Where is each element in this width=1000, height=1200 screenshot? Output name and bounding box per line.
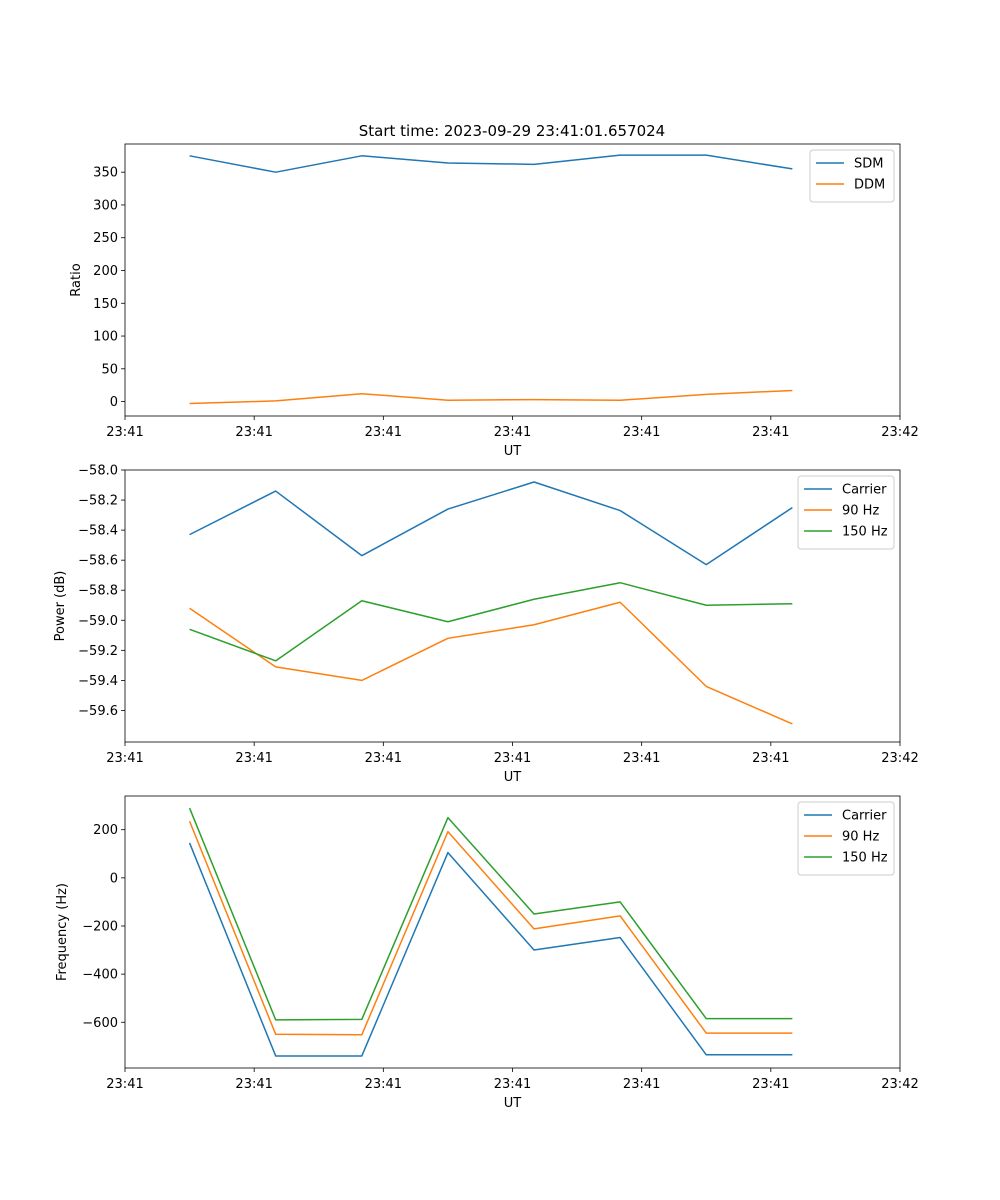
x-axis-label: UT xyxy=(504,1096,522,1111)
legend-label: DDM xyxy=(854,178,885,193)
series-line-150-hz xyxy=(189,581,793,662)
x-tick-label: 23:41 xyxy=(106,751,143,766)
y-tick-label: 50 xyxy=(101,362,118,377)
y-tick-label: 350 xyxy=(93,166,118,181)
x-tick-label: 23:41 xyxy=(623,1077,660,1092)
y-tick-label: −58.4 xyxy=(78,524,118,539)
legend-label: 150 Hz xyxy=(842,525,888,540)
legend-label: SDM xyxy=(854,157,883,172)
series-line-90-hz xyxy=(188,820,793,1036)
x-tick-label: 23:41 xyxy=(494,425,531,440)
y-tick-label: −600 xyxy=(82,1016,118,1031)
x-tick-label: 23:42 xyxy=(881,751,918,766)
y-tick-label: −59.0 xyxy=(78,614,118,629)
y-tick-label: −58.0 xyxy=(78,464,118,479)
y-axis-label: Ratio xyxy=(69,263,84,296)
y-tick-label: −58.8 xyxy=(78,584,118,599)
x-tick-label: 23:41 xyxy=(365,751,402,766)
y-tick-label: 250 xyxy=(93,231,118,246)
y-tick-label: 300 xyxy=(93,198,118,213)
y-axis-label: Frequency (Hz) xyxy=(55,883,70,981)
legend-label: 150 Hz xyxy=(842,851,888,866)
x-tick-label: 23:41 xyxy=(235,751,272,766)
y-tick-label: 0 xyxy=(110,871,118,886)
figure-title: Start time: 2023-09-29 23:41:01.657024 xyxy=(359,122,665,140)
series-line-150-hz xyxy=(188,807,793,1021)
legend-label: 90 Hz xyxy=(842,830,879,845)
legend-label: 90 Hz xyxy=(842,504,879,519)
y-tick-label: 100 xyxy=(93,330,118,345)
charts: 23:41 23:41 23:41 23:41 23:41 23:41 23:42 0 50 10… xyxy=(53,143,919,1111)
legend-label: Carrier xyxy=(842,809,887,824)
y-tick-label: −58.6 xyxy=(78,554,118,569)
legend: SDM DDM xyxy=(809,149,895,203)
series-line-ddm xyxy=(189,389,793,405)
chart-1: 23:41 23:41 23:41 23:41 23:41 23:41 23:42 0 50 10… xyxy=(69,143,919,459)
series-line-carrier xyxy=(188,842,793,1057)
x-tick-label: 23:41 xyxy=(494,751,531,766)
x-tick-label: 23:41 xyxy=(365,1077,402,1092)
y-tick-label: 200 xyxy=(93,264,118,279)
y-tick-label: −59.6 xyxy=(78,704,118,719)
series-line-90-hz xyxy=(189,601,793,725)
series-line-carrier xyxy=(189,481,793,566)
x-tick-label: 23:41 xyxy=(235,425,272,440)
y-tick-label: −59.2 xyxy=(78,644,118,659)
y-tick-label: 200 xyxy=(93,823,118,838)
chart-2: 23:41 23:41 23:41 23:41 23:41 23:41 23:42 −59.6… xyxy=(53,464,919,786)
x-tick-label: 23:41 xyxy=(106,425,143,440)
x-axis-label: UT xyxy=(504,770,522,785)
x-tick-label: 23:41 xyxy=(752,1077,789,1092)
y-tick-label: −58.2 xyxy=(78,494,118,509)
x-tick-label: 23:41 xyxy=(365,425,402,440)
x-tick-label: 23:41 xyxy=(235,1077,272,1092)
x-tick-label: 23:42 xyxy=(881,1077,918,1092)
legend: Carrier 90 Hz 150 Hz xyxy=(797,475,895,550)
chart-3: 23:41 23:41 23:41 23:41 23:41 23:41 23:42 −600 −… xyxy=(55,795,919,1111)
legend: Carrier 90 Hz 150 Hz xyxy=(797,801,895,876)
x-axis-label: UT xyxy=(504,444,522,459)
y-tick-label: 0 xyxy=(110,395,118,410)
y-axis-label: Power (dB) xyxy=(53,571,68,642)
x-tick-label: 23:41 xyxy=(623,751,660,766)
x-tick-label: 23:42 xyxy=(881,425,918,440)
y-tick-label: −59.4 xyxy=(78,674,118,689)
y-tick-label: −200 xyxy=(82,919,118,934)
x-tick-label: 23:41 xyxy=(752,751,789,766)
x-tick-label: 23:41 xyxy=(106,1077,143,1092)
x-tick-label: 23:41 xyxy=(494,1077,531,1092)
x-tick-label: 23:41 xyxy=(752,425,789,440)
y-tick-label: −400 xyxy=(82,968,118,983)
x-tick-label: 23:41 xyxy=(623,425,660,440)
series-line-sdm xyxy=(189,154,793,173)
y-tick-label: 150 xyxy=(93,297,118,312)
legend-label: Carrier xyxy=(842,483,887,498)
